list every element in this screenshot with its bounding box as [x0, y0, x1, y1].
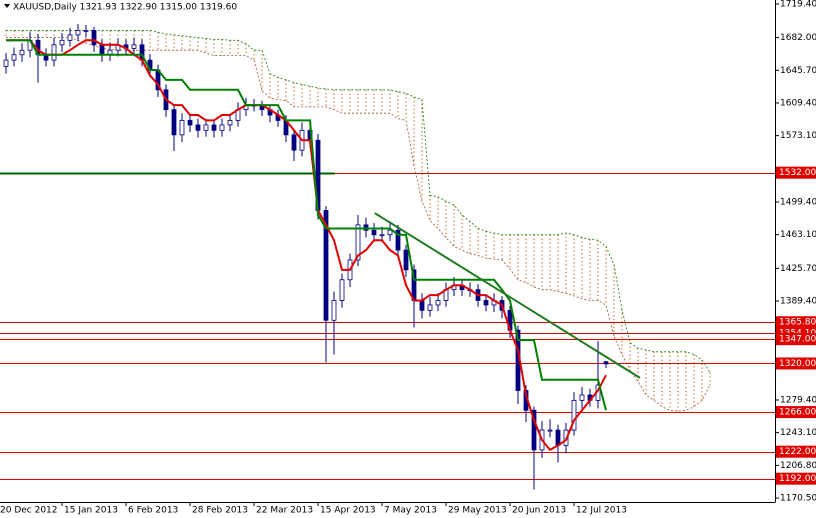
x-tick-label: 15 Apr 2013 [320, 506, 376, 516]
candle-body [51, 44, 57, 61]
candle-body [19, 49, 25, 56]
level-label: 1365.80 [779, 318, 816, 328]
x-tick-label: 20 Dec 2012 [0, 506, 58, 516]
level-label-box [776, 316, 816, 329]
candle-body [91, 30, 97, 46]
y-tick-label: 1682.00 [780, 33, 816, 43]
candle-body [179, 120, 185, 136]
candle-body [211, 124, 217, 131]
candle-body [419, 300, 425, 311]
candle-body [11, 54, 17, 61]
candle-body [531, 409, 537, 451]
candle-body [67, 34, 73, 41]
y-tick-label: 1389.40 [780, 297, 816, 307]
level-label-box [776, 472, 816, 485]
x-tick-label: 20 Jun 2013 [512, 506, 566, 516]
trendline [374, 212, 641, 379]
candle-body [331, 300, 337, 321]
candle-body [435, 300, 441, 306]
symbol-icon [4, 4, 10, 8]
level-label: 1532.00 [779, 168, 816, 178]
candle-body [579, 394, 585, 401]
cloud-edge [6, 37, 711, 412]
y-tick-label: 1645.70 [780, 66, 816, 76]
candle-body [603, 361, 609, 365]
candle-body [355, 224, 361, 261]
plot-area [0, 24, 775, 490]
candle-body [3, 59, 9, 67]
candle-body [195, 124, 201, 131]
x-tick-label: 15 Jan 2013 [64, 506, 118, 516]
candle-body [483, 300, 489, 306]
candle-body [75, 30, 81, 36]
candle-body [427, 304, 433, 311]
y-tick-label: 1425.70 [780, 264, 816, 274]
y-tick-label: 1206.80 [780, 461, 816, 471]
level-label: 1192.00 [779, 474, 816, 484]
candle-body [203, 124, 209, 131]
candle-body [395, 229, 401, 251]
level-label-box [776, 357, 816, 370]
candle-body [59, 39, 65, 46]
candle-body [547, 429, 553, 432]
x-tick-label: 12 Jul 2013 [576, 506, 627, 516]
y-tick-label: 1719.40 [780, 0, 816, 9]
level-label: 1266.00 [779, 408, 816, 418]
x-tick-label: 29 May 2013 [448, 506, 507, 516]
candle-body [99, 44, 105, 56]
candle-body [291, 134, 297, 151]
cloud-edge [6, 30, 711, 373]
level-label: 1222.00 [779, 447, 816, 457]
level-label-box [776, 333, 816, 346]
level-label-box [776, 166, 816, 179]
candle-body [571, 399, 577, 431]
y-tick-label: 1609.40 [780, 98, 816, 108]
chart-title: XAUUSD,Daily 1321.93 1322.90 1315.00 131… [13, 3, 237, 13]
x-tick-label: 7 May 2013 [384, 506, 437, 516]
candle-body [219, 124, 225, 131]
x-tick-label: 28 Feb 2013 [192, 506, 248, 516]
candle-body [379, 234, 385, 237]
candle-body [387, 229, 393, 236]
candle-body [403, 249, 409, 271]
level-label-box [776, 445, 816, 458]
candle-body [339, 279, 345, 301]
level-label-box [776, 406, 816, 419]
x-tick-label: 22 Mar 2013 [256, 506, 313, 516]
candle-body [227, 120, 233, 126]
y-tick-label: 1499.40 [780, 197, 816, 207]
candle-body [171, 109, 177, 136]
candle-body [323, 210, 329, 321]
y-tick-label: 1279.40 [780, 396, 816, 406]
candle-body [555, 429, 561, 446]
candle-body [131, 44, 137, 49]
level-label: 1320.00 [779, 359, 816, 369]
indicator-line [6, 39, 607, 452]
y-tick-label: 1170.50 [780, 494, 816, 504]
x-tick-label: 6 Feb 2013 [128, 506, 178, 516]
y-tick-label: 1573.10 [780, 131, 816, 141]
y-tick-label: 1243.10 [780, 428, 816, 438]
candle-body [187, 120, 193, 126]
candle-body [83, 30, 89, 32]
level-label: 1347.00 [779, 335, 816, 345]
y-tick-label: 1463.10 [780, 230, 816, 240]
candle-body [371, 229, 377, 236]
